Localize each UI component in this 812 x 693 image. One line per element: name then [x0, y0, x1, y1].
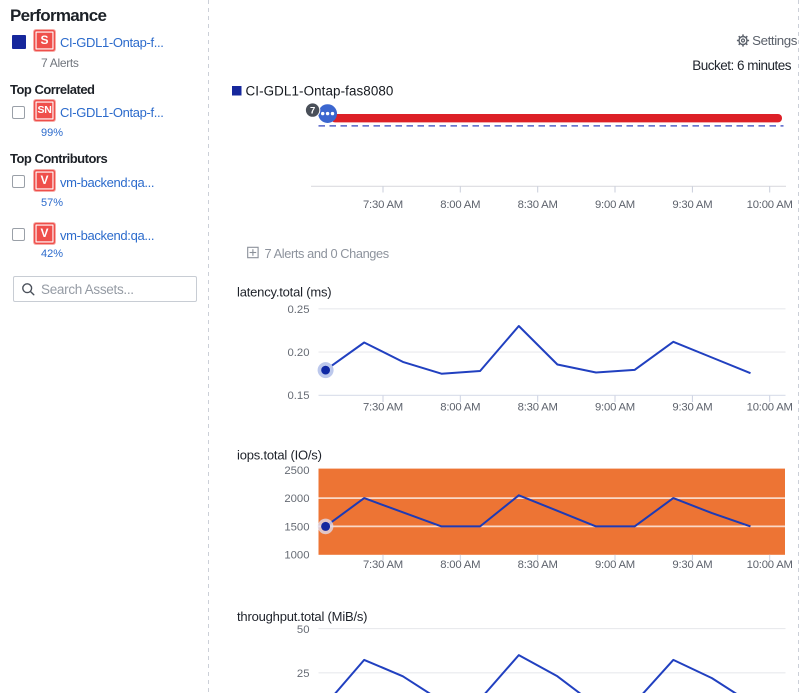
- svg-text:8:30 AM: 8:30 AM: [518, 559, 558, 571]
- svg-text:8:00 AM: 8:00 AM: [440, 199, 480, 211]
- svg-text:0.25: 0.25: [288, 304, 310, 316]
- svg-text:9:30 AM: 9:30 AM: [672, 402, 712, 414]
- svg-text:8:30 AM: 8:30 AM: [518, 402, 558, 414]
- svg-text:9:30 AM: 9:30 AM: [672, 559, 712, 571]
- svg-text:50: 50: [297, 624, 310, 636]
- svg-text:10:00 AM: 10:00 AM: [747, 402, 793, 414]
- svg-text:throughput.total (MiB/s): throughput.total (MiB/s): [237, 609, 367, 624]
- svg-text:1000: 1000: [284, 549, 309, 561]
- svg-text:9:00 AM: 9:00 AM: [595, 199, 635, 211]
- svg-text:2000: 2000: [284, 493, 309, 505]
- svg-text:0.15: 0.15: [288, 390, 310, 402]
- svg-text:Settings: Settings: [752, 33, 798, 48]
- svg-text:iops.total (IO/s): iops.total (IO/s): [237, 448, 322, 463]
- svg-text:8:00 AM: 8:00 AM: [440, 402, 480, 414]
- svg-text:7:30 AM: 7:30 AM: [363, 402, 403, 414]
- svg-text:8:00 AM: 8:00 AM: [440, 559, 480, 571]
- svg-text:9:00 AM: 9:00 AM: [595, 402, 635, 414]
- svg-text:2500: 2500: [284, 465, 309, 477]
- svg-text:8:30 AM: 8:30 AM: [518, 199, 558, 211]
- svg-text:10:00 AM: 10:00 AM: [747, 199, 793, 211]
- svg-text:10:00 AM: 10:00 AM: [747, 559, 793, 571]
- svg-text:1500: 1500: [284, 521, 309, 533]
- svg-text:7 Alerts and 0 Changes: 7 Alerts and 0 Changes: [265, 246, 389, 261]
- svg-text:latency.total (ms): latency.total (ms): [237, 285, 331, 300]
- svg-text:25: 25: [297, 668, 310, 680]
- svg-text:Bucket: 6 minutes: Bucket: 6 minutes: [692, 58, 792, 73]
- svg-text:7:30 AM: 7:30 AM: [363, 199, 403, 211]
- svg-text:CI-GDL1-Ontap-fas8080: CI-GDL1-Ontap-fas8080: [246, 84, 394, 99]
- svg-text:9:00 AM: 9:00 AM: [595, 559, 635, 571]
- svg-text:9:30 AM: 9:30 AM: [672, 199, 712, 211]
- svg-text:7: 7: [310, 106, 315, 117]
- svg-text:7:30 AM: 7:30 AM: [363, 559, 403, 571]
- svg-text:0.20: 0.20: [288, 347, 310, 359]
